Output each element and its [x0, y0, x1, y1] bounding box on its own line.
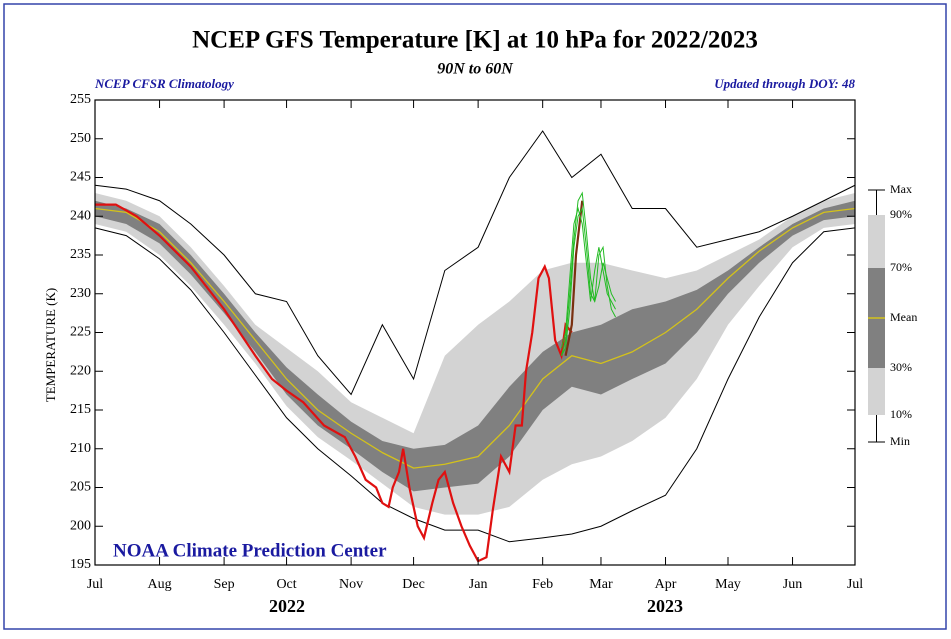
- year-label: 2022: [269, 596, 305, 616]
- annotation: NOAA Climate Prediction Center: [113, 540, 387, 561]
- y-tick-label: 215: [70, 402, 91, 417]
- y-tick-label: 205: [70, 480, 91, 495]
- legend-label: Mean: [890, 310, 917, 324]
- legend-label: Max: [890, 182, 912, 196]
- y-tick-label: 225: [70, 325, 91, 340]
- annotation: NCEP CFSR Climatology: [94, 76, 234, 91]
- annotation: Updated through DOY: 48: [714, 76, 855, 91]
- series-line: [94, 207, 856, 469]
- x-tick-label: Aug: [147, 577, 171, 592]
- y-tick-label: 235: [70, 247, 91, 262]
- y-tick-label: 210: [70, 441, 91, 456]
- x-tick-label: May: [715, 577, 741, 592]
- series-line: [95, 203, 573, 563]
- y-axis-label: TEMPERATURE (K): [43, 288, 58, 402]
- series-line: [560, 191, 616, 356]
- x-tick-label: Feb: [532, 577, 553, 592]
- y-tick-label: 250: [70, 131, 91, 146]
- series-line: [94, 227, 856, 543]
- percentile-band: [95, 193, 855, 515]
- x-tick-label: Jun: [783, 577, 802, 592]
- series-line: [560, 206, 616, 356]
- x-tick-label: Jan: [469, 577, 488, 592]
- series-line: [94, 130, 856, 396]
- y-tick-label: 220: [70, 363, 91, 378]
- legend-label: 70%: [890, 260, 912, 274]
- legend-label: 90%: [890, 207, 912, 221]
- legend-label: 30%: [890, 360, 912, 374]
- y-tick-label: 245: [70, 170, 91, 185]
- x-tick-label: Apr: [655, 577, 677, 592]
- x-tick-label: Jul: [847, 577, 863, 592]
- series-line: [564, 200, 584, 356]
- x-tick-label: Sep: [214, 577, 235, 592]
- x-tick-label: Nov: [339, 577, 363, 592]
- y-tick-label: 230: [70, 286, 91, 301]
- x-tick-label: Mar: [589, 577, 613, 592]
- legend-label: Min: [890, 434, 910, 448]
- series-line: [560, 206, 616, 349]
- percentile-band: [95, 200, 855, 492]
- x-tick-label: Dec: [402, 577, 425, 592]
- legend-label: 10%: [890, 407, 912, 421]
- chart-subtitle: 90N to 60N: [437, 61, 514, 78]
- y-tick-label: 195: [70, 557, 91, 572]
- x-tick-label: Oct: [276, 577, 296, 592]
- year-label: 2023: [647, 596, 683, 616]
- y-tick-label: 255: [70, 92, 91, 107]
- y-tick-label: 240: [70, 208, 91, 223]
- chart-title: NCEP GFS Temperature [K] at 10 hPa for 2…: [192, 27, 758, 54]
- y-tick-label: 200: [70, 518, 91, 533]
- outer-frame: [3, 3, 947, 630]
- x-tick-label: Jul: [87, 577, 103, 592]
